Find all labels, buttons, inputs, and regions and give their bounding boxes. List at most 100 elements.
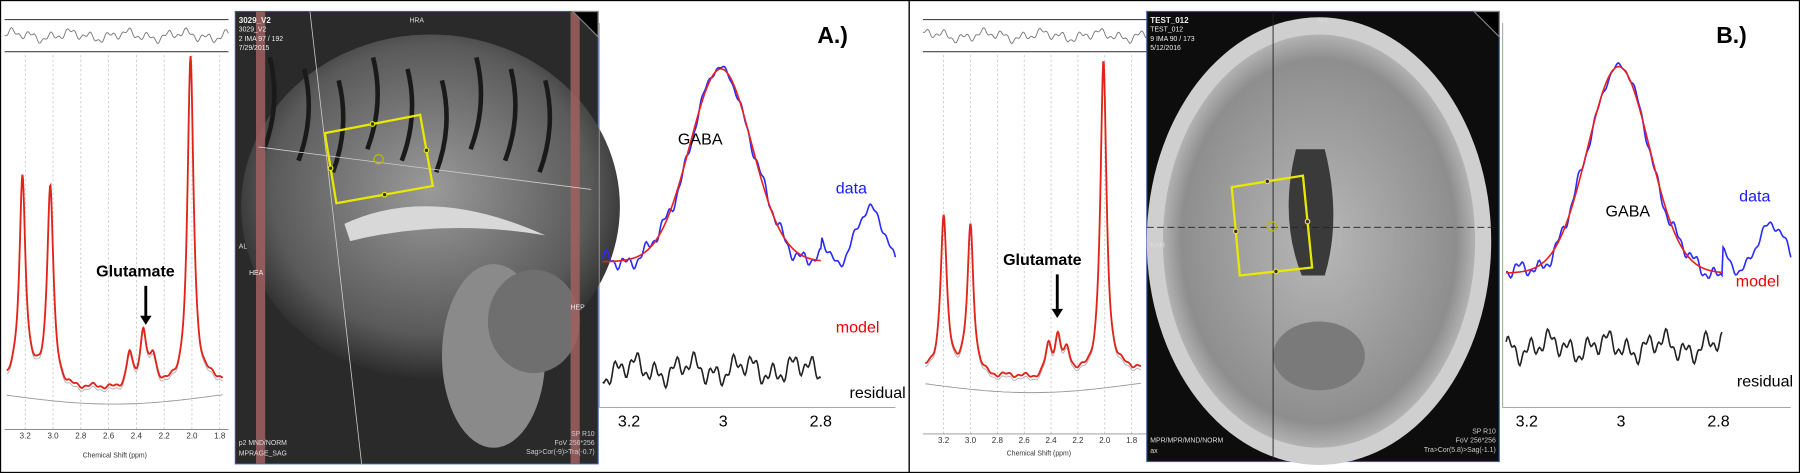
ventricles (1288, 149, 1334, 276)
x-tick-label: 1.8 (214, 431, 226, 440)
x-tick-label: 2.8 (992, 436, 1004, 445)
voxel-box (323, 113, 435, 205)
baseline (6, 394, 223, 405)
x-tick-label: 2.2 (159, 431, 171, 440)
cerebellum (487, 269, 580, 374)
mri-bar-label: HEA (249, 270, 264, 277)
legend-label: residual (1737, 373, 1793, 391)
mri-footer: ax (1150, 448, 1158, 455)
sulcus (399, 68, 415, 162)
fit-residual (602, 351, 822, 390)
mri-orientation: RAH (1150, 242, 1165, 249)
arrow-head (140, 315, 152, 325)
mri-orientation: HRA (409, 17, 424, 24)
x-tick-label: 1.8 (1126, 436, 1138, 445)
voxel-handle (1304, 218, 1311, 225)
mri-header: TEST_012 (1150, 16, 1189, 25)
midbrain (1273, 321, 1365, 391)
voxel-box (1230, 174, 1314, 277)
x-axis-label: Chemical Shift (ppm) (83, 453, 147, 460)
x-tick-label: 2.4 (1045, 436, 1057, 445)
mri-header: 3029_V2 (239, 27, 267, 34)
x-tick-label: 2.8 (75, 431, 87, 440)
baseline (925, 382, 1142, 394)
mri-header: 9 IMA 90 / 173 (1150, 36, 1195, 43)
mri-corner: Tra>Cor(5.8)>Sag(-1.1) (1424, 447, 1496, 454)
arrow-head (1051, 308, 1064, 319)
mri-corner: FoV 256*256 (1456, 438, 1496, 445)
voxel-handle (1232, 228, 1239, 235)
mri-orientation: AFL (1317, 17, 1330, 24)
voxel-handle (327, 165, 334, 172)
x-tick-label: 2.2 (1072, 436, 1084, 445)
x-tick-label: 2.6 (103, 431, 115, 440)
mri-corner: SP R10 (571, 431, 595, 438)
mri-footer: MPRAGE_SAG (239, 450, 287, 457)
sulcus (468, 56, 484, 151)
peak-label: GABA (1605, 203, 1650, 221)
residual-strip (922, 27, 1148, 44)
mri-bar-label: HEP (571, 304, 586, 311)
corner-marker (571, 10, 599, 39)
corpus-callosum (344, 206, 546, 242)
spectrum-fit (925, 61, 1142, 379)
voxel-handle (423, 147, 430, 154)
x-tick-label: 3.2 (20, 431, 32, 440)
voxel-center (373, 154, 384, 165)
slice-bar (570, 11, 580, 464)
peak-label: GABA (678, 130, 723, 148)
voxel-handle (381, 191, 388, 198)
legend-label: residual (849, 384, 905, 402)
sulcus (537, 79, 553, 174)
panel: 3.2 3.0 2.8 2.6 2.4 2.2 2.0 1.8 Chemical Shift (… (4, 10, 906, 465)
mri-corner: SP R10 (1472, 428, 1496, 435)
fit-tick-label: 2.8 (810, 413, 832, 431)
x-tick-label: 3.2 (938, 436, 950, 445)
mri-footer: MPR/MPR/MND/NORM (1150, 438, 1223, 445)
legend-label: model (836, 319, 880, 337)
mri-header: TEST_012 (1150, 27, 1183, 34)
legend-label: model (1736, 273, 1780, 291)
x-tick-label: 3.0 (47, 431, 59, 440)
fit-tick-label: 3 (719, 413, 728, 431)
panel: 3.2 3.0 2.8 2.6 2.4 2.2 2.0 1.8 Chemical Shift (… (922, 10, 1793, 465)
fit-model (1506, 65, 1723, 274)
legend-label: data (1739, 188, 1770, 206)
fit-tick-label: 3.2 (618, 413, 640, 431)
x-axis-label: Chemical Shift (ppm) (1007, 450, 1071, 457)
panel-label: B.) (1716, 22, 1747, 48)
x-tick-label: 2.0 (1099, 436, 1111, 445)
mri-header: 5/12/2016 (1150, 45, 1181, 52)
residual-strip (4, 26, 229, 44)
voxel-center (1266, 221, 1277, 232)
x-tick-label: 3.0 (965, 436, 977, 445)
sulcus (365, 56, 380, 151)
fit-model (602, 68, 821, 263)
mri-orientation: AL (239, 244, 248, 251)
voxel-handle (369, 121, 376, 127)
fit-tick-label: 2.8 (1707, 413, 1729, 431)
sulcus (502, 68, 518, 162)
spectrum-fit (6, 55, 224, 390)
voxel-handle (1264, 178, 1271, 185)
legend-label: data (836, 180, 867, 198)
mri-header: 7/29/2015 (239, 45, 270, 52)
sulcus (261, 56, 277, 151)
fit-tick-label: 3.2 (1516, 413, 1538, 431)
mri-header: 2 IMA 97 / 192 (239, 36, 284, 43)
x-tick-label: 2.6 (1019, 436, 1031, 445)
x-tick-label: 2.0 (186, 431, 198, 440)
x-tick-label: 2.4 (131, 431, 143, 440)
sulcus (434, 79, 449, 174)
guide-line (309, 11, 363, 464)
mri-corner: Sag>Cor(-9)>Tra(-0.7) (526, 449, 595, 456)
mri-header: 3029_V2 (239, 16, 272, 25)
mri-corner: FoV 256*256 (555, 440, 595, 447)
panel-label: A.) (817, 22, 848, 48)
corner-marker (1472, 10, 1500, 39)
voxel-handle (1273, 268, 1279, 275)
guide-line (258, 146, 592, 190)
slice-bar (255, 11, 266, 464)
